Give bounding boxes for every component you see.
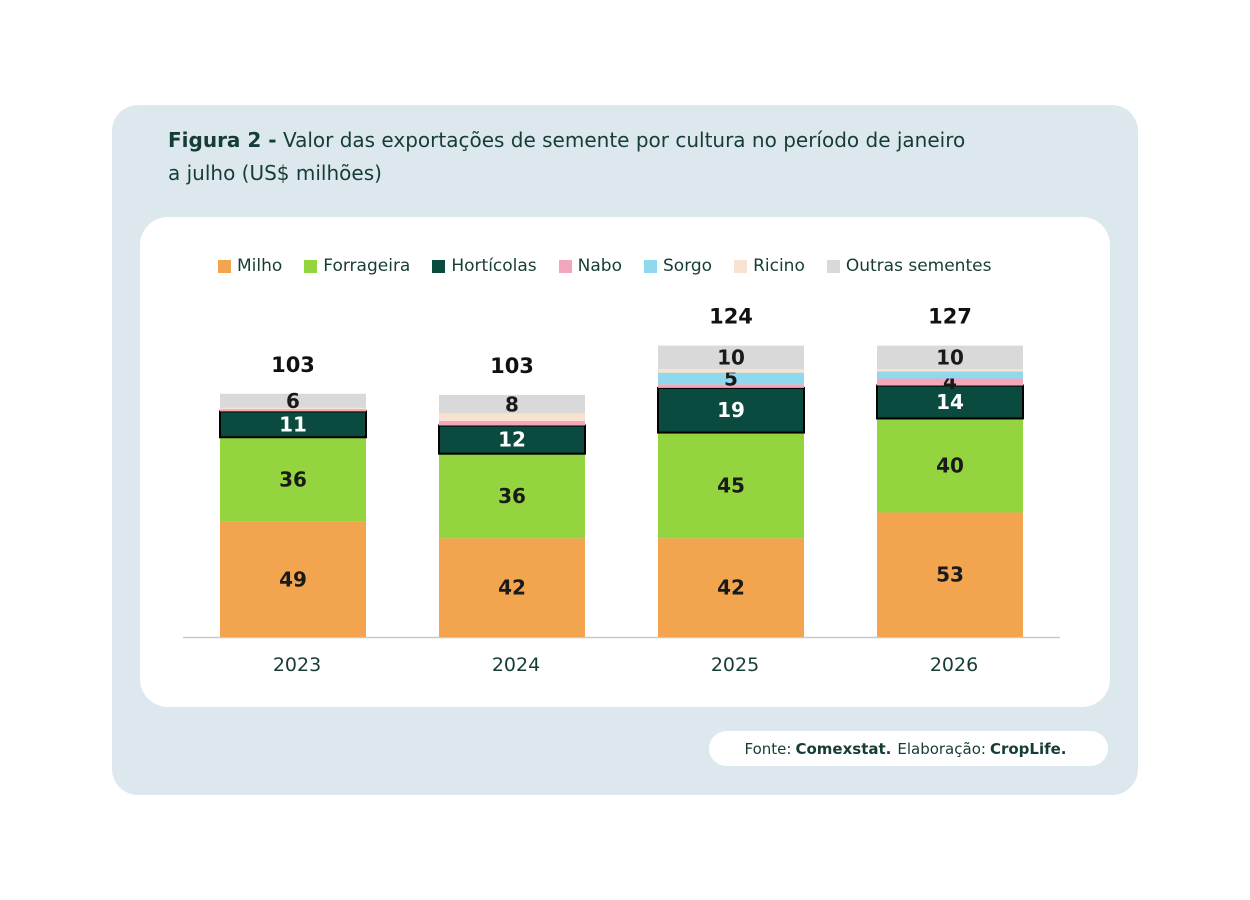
legend-item-5: Ricino: [734, 256, 805, 276]
x-tick-label: 2025: [711, 654, 759, 676]
legend-swatch: [826, 259, 840, 273]
legend-label: Hortícolas: [451, 256, 537, 276]
legend-item-2: Hortícolas: [432, 256, 537, 276]
legend-item-1: Forrageira: [304, 256, 410, 276]
legend-swatch: [644, 259, 657, 273]
legend-item-6: Outras sementes: [826, 256, 992, 276]
figure-title: Figura 2 - Valor das exportações de seme…: [168, 124, 988, 190]
data-label: 12: [498, 428, 526, 452]
data-label: 11: [279, 412, 307, 436]
bar-segment-outras-sementes: [439, 394, 585, 414]
bar-segment-milho: [658, 538, 804, 637]
legend-label: Nabo: [577, 256, 622, 276]
data-label: 19: [717, 398, 745, 422]
source-value: Comexstat.: [795, 739, 892, 758]
bar-segment-milho: [220, 521, 366, 637]
bar-segment-sorgo: [658, 372, 804, 385]
figure-title-line1: Valor das exportações de semente por cul…: [282, 128, 966, 152]
bar-segment-milho: [877, 512, 1023, 637]
bar-segment-sorgo: [877, 371, 1023, 379]
total-label: 127: [928, 305, 972, 329]
bar-segment-ricino: [658, 369, 804, 373]
figure-title-prefix: Figura 2 -: [168, 128, 277, 152]
x-tick-label: 2026: [930, 654, 978, 676]
data-label: 36: [498, 484, 526, 508]
data-label: 45: [717, 473, 745, 497]
data-label: 42: [498, 576, 526, 600]
bar-segment-outras-sementes: [220, 393, 366, 408]
legend-item-0: Milho: [218, 256, 282, 276]
bar-segment-outras-sementes: [877, 345, 1023, 370]
data-label: 49: [279, 567, 307, 591]
legend-swatch: [734, 259, 748, 273]
legend-item-3: Nabo: [558, 256, 622, 276]
bar-segment-nabo: [439, 420, 585, 426]
bar-segment-nabo: [658, 384, 804, 388]
legend-label: Outras sementes: [845, 256, 992, 276]
bar-segment-outras-sementes: [658, 345, 804, 370]
total-label: 103: [271, 353, 315, 377]
bar-segment-forrageira: [220, 437, 366, 522]
bar-segment-nabo: [877, 378, 1023, 386]
bar-segment-hortícolas: [657, 386, 805, 434]
legend-swatch: [304, 259, 318, 273]
data-label: 14: [936, 390, 964, 414]
bar-segment-ricino: [220, 407, 366, 410]
data-label: 40: [936, 453, 964, 477]
total-label: 124: [709, 305, 753, 329]
legend-label: Milho: [237, 256, 283, 276]
bar-segment-hortícolas: [438, 424, 586, 455]
x-tick-label: 2023: [273, 654, 321, 676]
legend-label: Sorgo: [663, 256, 713, 276]
legend-label: Forrageira: [323, 256, 411, 276]
data-label: 8: [505, 392, 519, 416]
x-tick-label: 2024: [492, 654, 540, 676]
legend-label: Ricino: [753, 256, 805, 276]
bar-segment-ricino: [877, 369, 1023, 372]
credit-value: CropLife.: [989, 739, 1067, 758]
figure-title-line2: a julho (US$ milhões): [168, 161, 382, 185]
bar-segment-forrageira: [439, 453, 585, 539]
bar-segment-nabo: [220, 409, 366, 412]
bar-segment-hortícolas: [219, 410, 367, 439]
legend-swatch: [558, 259, 572, 273]
data-label: 10: [717, 345, 745, 369]
data-label: 6: [286, 389, 300, 413]
legend-swatch: [218, 259, 231, 273]
bar-segment-forrageira: [658, 432, 804, 539]
chart-legend: Milho Forrageira Hortícolas Nabo Sorgo Ricino…: [218, 254, 1118, 278]
bar-segment-forrageira: [877, 418, 1023, 513]
credit-label: Elaboração:: [897, 739, 986, 758]
bar-segment-milho: [439, 538, 585, 637]
data-label: 36: [279, 468, 307, 492]
source-label: Fonte:: [744, 739, 792, 758]
bar-segment-ricino: [439, 413, 585, 421]
data-label: 42: [717, 576, 745, 600]
legend-swatch: [432, 259, 446, 273]
data-label: 10: [936, 345, 964, 369]
source-note: Fonte: Comexstat. Elaboração: CropLife.: [709, 731, 1108, 766]
data-label: 53: [936, 563, 964, 587]
legend-item-4: Sorgo: [644, 256, 712, 276]
total-label: 103: [490, 354, 534, 378]
